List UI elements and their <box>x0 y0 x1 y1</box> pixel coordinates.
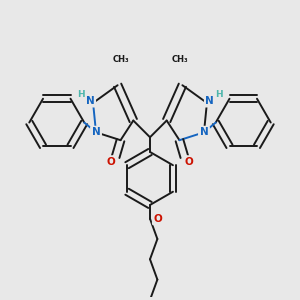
Text: O: O <box>106 157 115 167</box>
Text: H: H <box>215 90 223 99</box>
Text: H: H <box>77 90 85 99</box>
Text: N: N <box>200 127 208 137</box>
Text: CH₃: CH₃ <box>112 55 129 64</box>
Text: N: N <box>206 96 214 106</box>
Text: CH₃: CH₃ <box>171 55 188 64</box>
Text: N: N <box>86 96 94 106</box>
Text: N: N <box>92 127 100 137</box>
Text: O: O <box>154 214 162 224</box>
Text: O: O <box>185 157 194 167</box>
